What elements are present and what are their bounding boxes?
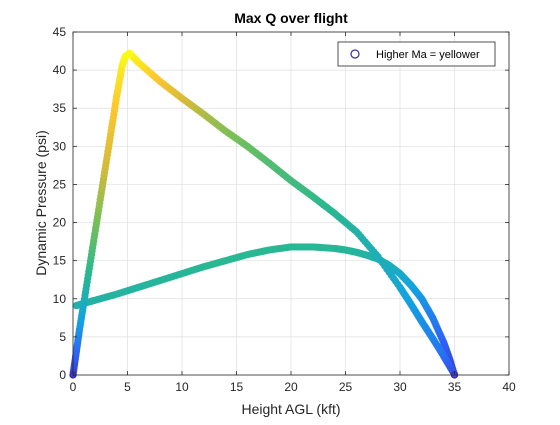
y-tick-label: 20 (53, 216, 67, 230)
y-tick-label: 5 (59, 330, 66, 344)
x-tick-label: 10 (175, 380, 189, 394)
y-tick-label: 10 (53, 292, 67, 306)
x-tick-label: 15 (230, 380, 244, 394)
x-tick-label: 35 (448, 380, 462, 394)
x-axis-label: Height AGL (kft) (241, 401, 340, 417)
x-tick-label: 20 (284, 380, 298, 394)
x-tick-label: 40 (502, 380, 516, 394)
y-tick-label: 40 (53, 63, 67, 77)
series-boost (69, 49, 134, 379)
data-layer (69, 49, 459, 379)
ticks: 0 5 10 15 20 25 30 35 40 0 5 10 15 20 25 30 35 40 45 (53, 25, 516, 394)
x-tick-label: 5 (124, 380, 131, 394)
y-tick-label: 15 (53, 254, 67, 268)
legend-entry-label: Higher Ma = yellower (376, 49, 480, 61)
chart-title: Max Q over flight (234, 10, 348, 26)
legend-circle-marker (350, 49, 360, 59)
data-point (126, 49, 134, 57)
y-tick-label: 25 (53, 177, 67, 191)
data-point (72, 302, 80, 310)
legend-box (337, 41, 496, 67)
y-tick-label: 45 (53, 25, 67, 39)
x-tick-label: 0 (70, 380, 77, 394)
y-tick-label: 35 (53, 101, 67, 115)
legend: Higher Ma = yellower (337, 41, 496, 67)
series-coast (126, 49, 459, 378)
y-tick-label: 30 (53, 139, 67, 153)
x-tick-label: 25 (339, 380, 353, 394)
x-tick-label: 30 (393, 380, 407, 394)
y-tick-label: 0 (59, 368, 66, 382)
y-axis-label: Dynamic Pressure (psi) (33, 130, 49, 275)
